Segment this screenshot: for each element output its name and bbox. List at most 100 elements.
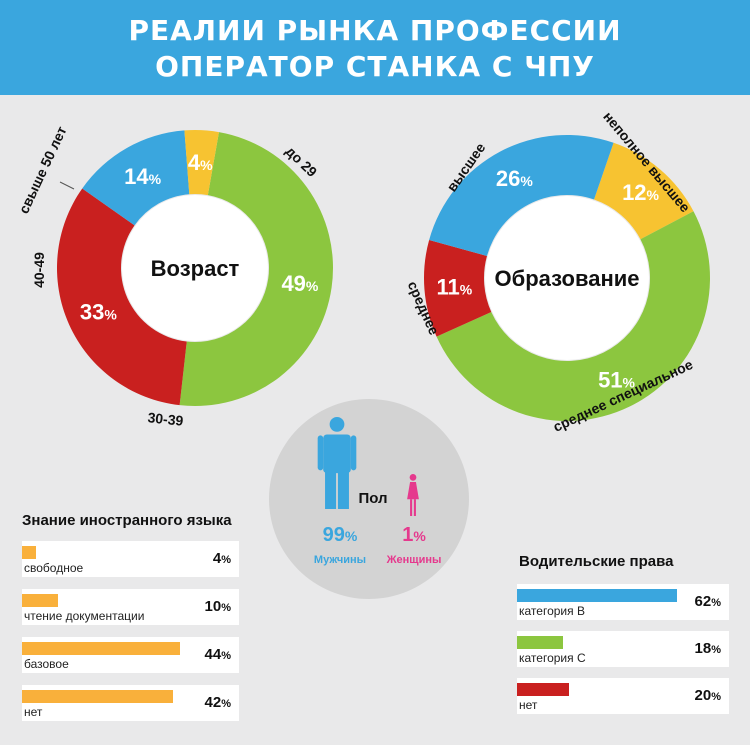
female-label: Женщины — [386, 554, 442, 566]
edu-slice-3 — [429, 135, 614, 256]
language-row: чтение документации 10% — [22, 589, 239, 625]
female-value: 1% — [402, 524, 426, 546]
license-label: категория B — [519, 604, 585, 618]
age-value-1-unit: % — [104, 306, 117, 322]
female-icon-leg-r — [413, 499, 416, 516]
age-value-2-number: 14 — [124, 164, 149, 189]
license-row: категория C 18% — [517, 631, 729, 667]
age-value-3-unit: % — [200, 157, 213, 173]
age-value-1: 33% — [80, 299, 117, 324]
age-label-3: свыше 50 лет — [15, 124, 69, 216]
title-line-1: РЕАЛИИ РЫНКА ПРОФЕССИИ — [128, 14, 622, 47]
license-bar — [517, 683, 569, 696]
license-value: 18% — [695, 640, 721, 657]
age-value-2-unit: % — [149, 171, 162, 187]
license-label: нет — [519, 698, 538, 712]
edu-value-0-number: 12 — [622, 180, 646, 205]
female-icon-dress — [407, 481, 419, 500]
male-icon-arm-l — [317, 435, 324, 471]
male-value-number: 99 — [323, 524, 345, 546]
edu-center — [485, 196, 649, 360]
edu-value-2-number: 11 — [436, 275, 459, 300]
edu-value-1: 51% — [598, 368, 635, 393]
language-value-number: 42 — [204, 694, 222, 711]
language-bar — [22, 642, 181, 655]
license-label: категория C — [519, 651, 586, 665]
male-value: 99% — [323, 524, 358, 546]
edu-value-3-unit: % — [520, 173, 533, 189]
license-value-unit: % — [711, 597, 721, 609]
male-icon-torso — [323, 434, 351, 474]
age-slice-1 — [56, 188, 187, 406]
edu-value-2-unit: % — [460, 282, 473, 298]
age-value-0: 49% — [281, 271, 318, 296]
language-value-unit: % — [221, 698, 231, 710]
male-icon-head — [329, 417, 345, 432]
male-icon-arm-r — [350, 435, 357, 471]
language-label: свободное — [24, 561, 84, 575]
female-value-unit: % — [413, 528, 426, 544]
language-value: 44% — [205, 646, 231, 663]
age-value-2: 14% — [124, 164, 161, 189]
language-value-unit: % — [221, 650, 231, 662]
edu-slice-2 — [424, 240, 492, 337]
language-label: базовое — [24, 657, 69, 671]
header-banner: РЕАЛИИ РЫНКА ПРОФЕССИИ ОПЕРАТОР СТАНКА С… — [0, 0, 750, 95]
license-value-number: 18 — [694, 640, 712, 657]
title-line-2: ОПЕРАТОР СТАНКА С ЧПУ — [155, 50, 595, 83]
age-label-2: 40-49 — [31, 252, 47, 288]
license-bar — [517, 589, 677, 602]
language-row: нет 42% — [22, 685, 239, 721]
license-bar — [517, 636, 564, 649]
license-value: 62% — [695, 593, 721, 610]
age-small-leader — [59, 181, 75, 190]
age-value-0-number: 49 — [281, 271, 305, 296]
age-slice-0 — [179, 132, 333, 406]
age-value-0-unit: % — [306, 278, 319, 294]
age-value-3-number: 4 — [188, 150, 201, 175]
language-value-unit: % — [221, 554, 231, 566]
language-value-number: 4 — [212, 550, 222, 567]
age-value-3: 4% — [188, 150, 213, 175]
language-label: нет — [24, 705, 43, 719]
edu-slice-1 — [436, 211, 711, 422]
license-value-number: 62 — [694, 593, 712, 610]
edu-value-3-number: 26 — [496, 166, 520, 191]
male-label: Мужчины — [314, 554, 366, 566]
language-bar — [22, 546, 37, 559]
license-title: Водительские права — [519, 553, 674, 570]
language-value: 42% — [205, 694, 231, 711]
edu-value-1-number: 51 — [598, 368, 622, 393]
edu-value-0: 12% — [622, 180, 659, 205]
language-label: чтение документации — [24, 609, 145, 623]
female-icon-head — [409, 474, 417, 481]
male-icon-leg-l — [325, 470, 337, 509]
language-value: 4% — [213, 550, 231, 567]
edu-value-0-unit: % — [647, 187, 660, 203]
age-center — [122, 195, 268, 341]
edu-value-1-unit: % — [623, 375, 636, 391]
language-bar — [22, 594, 58, 607]
language-row: свободное 4% — [22, 541, 239, 577]
gender-title: Пол — [358, 490, 387, 507]
language-title: Знание иностранного языка — [22, 512, 232, 529]
age-label-1: 30-39 — [147, 409, 184, 429]
language-row: базовое 44% — [22, 637, 239, 673]
edu-value-2: 11% — [436, 275, 472, 300]
male-icon — [317, 417, 357, 509]
license-row: нет 20% — [517, 678, 729, 714]
license-value-number: 20 — [694, 687, 712, 704]
male-icon-leg-r — [337, 470, 349, 509]
language-value-number: 10 — [204, 598, 222, 615]
male-value-unit: % — [345, 528, 358, 544]
edu-slice-0 — [594, 142, 694, 240]
edu-value-3: 26% — [496, 166, 533, 191]
language-value-number: 44 — [204, 646, 222, 663]
female-icon — [407, 474, 419, 516]
license-row: категория B 62% — [517, 584, 729, 620]
female-value-number: 1 — [402, 524, 413, 546]
edu-title: Образование — [495, 266, 640, 291]
language-value: 10% — [205, 598, 231, 615]
license-value-unit: % — [711, 691, 721, 703]
